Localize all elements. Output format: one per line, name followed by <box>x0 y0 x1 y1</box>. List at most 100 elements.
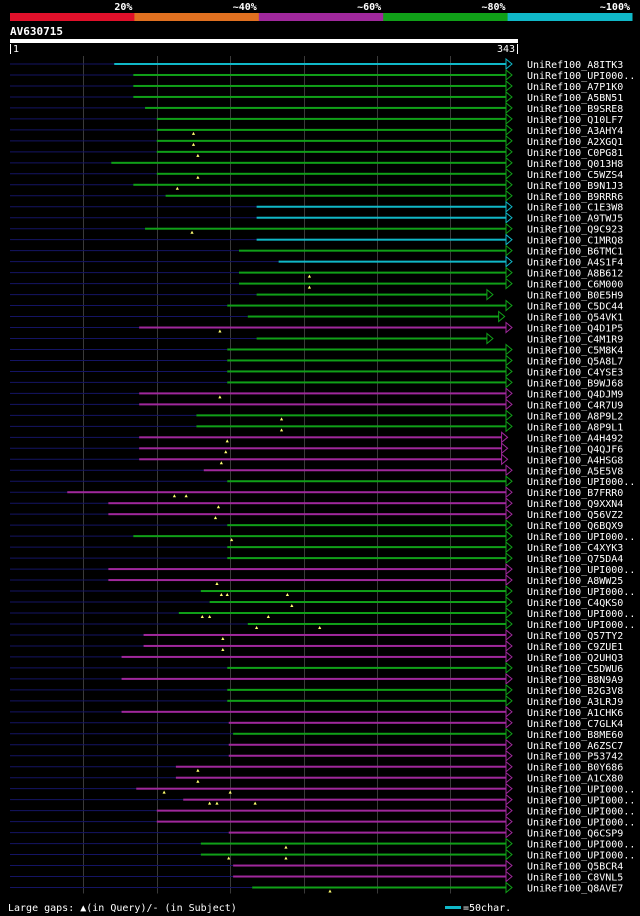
hit-name[interactable]: UniRef100_A1CHK6 <box>527 708 623 719</box>
hit-row[interactable]: UniRef100_C5DC44 <box>10 299 623 313</box>
hit-name[interactable]: UniRef100_Q013H8 <box>527 159 623 170</box>
hit-row[interactable]: UniRef100_A7P1K0 <box>10 79 623 93</box>
hit-row[interactable]: UniRef100_B9SRE8 <box>10 101 623 115</box>
hit-row[interactable]: UniRef100_B8ME60 <box>10 727 623 741</box>
hit-row[interactable]: UniRef100_C4R7U9 <box>10 398 623 411</box>
hit-row[interactable]: UniRef100_UPI000.. <box>10 530 635 543</box>
hit-name[interactable]: UniRef100_Q10LF7 <box>527 115 623 126</box>
hit-name[interactable]: UniRef100_C8VNL5 <box>527 873 623 884</box>
hit-name[interactable]: UniRef100_B8ME60 <box>527 730 623 741</box>
hit-name[interactable]: UniRef100_B9WJ68 <box>527 378 623 389</box>
hit-name[interactable]: UniRef100_UPI000.. <box>527 532 635 543</box>
hit-row[interactable]: UniRef100_Q013H8 <box>10 156 623 170</box>
hit-row[interactable]: UniRef100_UPI000.. <box>10 837 635 851</box>
hit-row[interactable]: UniRef100_Q6BQX9 <box>10 519 623 532</box>
hit-row[interactable]: UniRef100_UPI000.. <box>10 475 635 488</box>
hit-row[interactable]: UniRef100_Q5A8L7 <box>10 354 623 367</box>
hit-name[interactable]: UniRef100_A7P1K0 <box>527 82 623 93</box>
hit-row[interactable]: UniRef100_C4YSE3 <box>10 365 623 378</box>
hit-name[interactable]: UniRef100_Q4D1P5 <box>527 324 623 335</box>
hit-row[interactable]: UniRef100_Q8AVE7 <box>10 881 623 895</box>
hit-name[interactable]: UniRef100_B7FRR0 <box>527 488 623 499</box>
hit-row[interactable]: UniRef100_UPI000.. <box>10 584 635 598</box>
hit-row[interactable]: UniRef100_C5DWU6 <box>10 661 623 675</box>
hit-row[interactable]: UniRef100_UPI000.. <box>10 804 635 818</box>
hit-name[interactable]: UniRef100_C6M000 <box>527 280 623 291</box>
hit-name[interactable]: UniRef100_UPI000.. <box>527 587 635 598</box>
hit-row[interactable]: UniRef100_Q4QJF6 <box>10 442 623 455</box>
hit-row[interactable]: UniRef100_Q9C923 <box>10 222 623 236</box>
hit-row[interactable]: UniRef100_A4H492 <box>10 431 623 444</box>
hit-row[interactable]: UniRef100_C4QKS0 <box>10 595 623 609</box>
hit-row[interactable]: UniRef100_B6TMC1 <box>10 244 623 258</box>
hit-row[interactable]: UniRef100_A3AHY4 <box>10 123 623 137</box>
hit-name[interactable]: UniRef100_UPI000.. <box>527 785 635 796</box>
hit-row[interactable]: UniRef100_Q10LF7 <box>10 112 623 126</box>
hit-name[interactable]: UniRef100_Q9C923 <box>527 225 623 236</box>
hit-name[interactable]: UniRef100_Q8AVE7 <box>527 884 623 895</box>
hit-row[interactable]: UniRef100_Q75DA4 <box>10 552 623 565</box>
hit-name[interactable]: UniRef100_UPI000.. <box>527 609 635 620</box>
hit-name[interactable]: UniRef100_Q57TY2 <box>527 631 623 642</box>
hit-name[interactable]: UniRef100_B9SRE8 <box>527 104 623 115</box>
hit-name[interactable]: UniRef100_UPI000.. <box>527 71 635 82</box>
hit-name[interactable]: UniRef100_Q4QJF6 <box>527 444 623 455</box>
hit-row[interactable]: UniRef100_A2XGQ1 <box>10 134 623 148</box>
hit-row[interactable]: UniRef100_UPI000.. <box>10 68 635 82</box>
hit-name[interactable]: UniRef100_C1E3W8 <box>527 203 623 214</box>
hit-row[interactable]: UniRef100_B9WJ68 <box>10 376 623 389</box>
hit-row[interactable]: UniRef100_B0Y686 <box>10 760 623 774</box>
hit-row[interactable]: UniRef100_A5BN51 <box>10 90 623 104</box>
hit-name[interactable]: UniRef100_UPI000.. <box>527 851 635 862</box>
hit-row[interactable]: UniRef100_Q4DJM9 <box>10 387 623 400</box>
hit-row[interactable]: UniRef100_A4HSG8 <box>10 453 623 466</box>
hit-name[interactable]: UniRef100_UPI000.. <box>527 807 635 818</box>
hit-row[interactable]: UniRef100_UPI000.. <box>10 563 635 576</box>
hit-row[interactable]: UniRef100_A5E5V8 <box>10 464 623 477</box>
hit-name[interactable]: UniRef100_C9ZUE1 <box>527 642 623 653</box>
hit-name[interactable]: UniRef100_C4YSE3 <box>527 367 623 378</box>
hit-row[interactable]: UniRef100_C8VNL5 <box>10 870 623 884</box>
hit-name[interactable]: UniRef100_C0PG81 <box>527 148 623 159</box>
hit-name[interactable]: UniRef100_Q54VK1 <box>527 313 623 324</box>
hit-row[interactable]: UniRef100_Q56VZ2 <box>10 508 623 521</box>
hit-row[interactable]: UniRef100_A1CX80 <box>10 771 623 785</box>
hit-name[interactable]: UniRef100_C4QKS0 <box>527 598 623 609</box>
hit-name[interactable]: UniRef100_A3AHY4 <box>527 126 623 137</box>
hit-name[interactable]: UniRef100_A4S1F4 <box>527 258 623 269</box>
hit-name[interactable]: UniRef100_Q5A8L7 <box>527 356 623 367</box>
hit-name[interactable]: UniRef100_B8N9A9 <box>527 675 623 686</box>
hit-name[interactable]: UniRef100_B0Y686 <box>527 763 623 774</box>
hit-row[interactable]: UniRef100_B9RRR6 <box>10 189 623 203</box>
hit-name[interactable]: UniRef100_A4H492 <box>527 433 623 444</box>
hit-row[interactable]: UniRef100_C0PG81 <box>10 145 623 159</box>
hit-name[interactable]: UniRef100_A8WW25 <box>527 576 623 587</box>
hit-row[interactable]: UniRef100_B7FRR0 <box>10 486 623 499</box>
hit-name[interactable]: UniRef100_A1CX80 <box>527 774 623 785</box>
hit-row[interactable]: UniRef100_B2G3V8 <box>10 683 623 697</box>
hit-row[interactable]: UniRef100_A8ITK3 <box>10 57 623 71</box>
hit-row[interactable]: UniRef100_B9N1J3 <box>10 178 623 192</box>
hit-name[interactable]: UniRef100_C4M1R9 <box>527 335 623 346</box>
hit-name[interactable]: UniRef100_C1MRQ8 <box>527 236 623 247</box>
hit-name[interactable]: UniRef100_UPI000.. <box>527 840 635 851</box>
hit-name[interactable]: UniRef100_C5DWU6 <box>527 664 623 675</box>
hit-row[interactable]: UniRef100_Q9XXN4 <box>10 497 623 510</box>
hit-row[interactable]: UniRef100_UPI000.. <box>10 793 635 807</box>
hit-row[interactable]: UniRef100_A4S1F4 <box>10 255 623 269</box>
hit-name[interactable]: UniRef100_UPI000.. <box>527 620 635 631</box>
hit-row[interactable]: UniRef100_UPI000.. <box>10 617 635 631</box>
hit-name[interactable]: UniRef100_C5WZS4 <box>527 170 623 181</box>
hit-name[interactable]: UniRef100_Q2UHQ3 <box>527 653 623 664</box>
hit-name[interactable]: UniRef100_B9RRR6 <box>527 192 623 203</box>
hit-row[interactable]: UniRef100_C1E3W8 <box>10 200 623 214</box>
hit-row[interactable]: UniRef100_C5M8K4 <box>10 343 623 356</box>
hit-row[interactable]: UniRef100_Q2UHQ3 <box>10 650 623 664</box>
hit-name[interactable]: UniRef100_A2XGQ1 <box>527 137 623 148</box>
hit-name[interactable]: UniRef100_C4XYK3 <box>527 543 623 554</box>
hit-name[interactable]: UniRef100_A8P9L1 <box>527 422 623 433</box>
hit-row[interactable]: UniRef100_UPI000.. <box>10 782 635 796</box>
hit-name[interactable]: UniRef100_A5E5V8 <box>527 466 623 477</box>
hit-row[interactable]: UniRef100_A6ZSC7 <box>10 738 623 752</box>
hit-name[interactable]: UniRef100_C5M8K4 <box>527 345 623 356</box>
